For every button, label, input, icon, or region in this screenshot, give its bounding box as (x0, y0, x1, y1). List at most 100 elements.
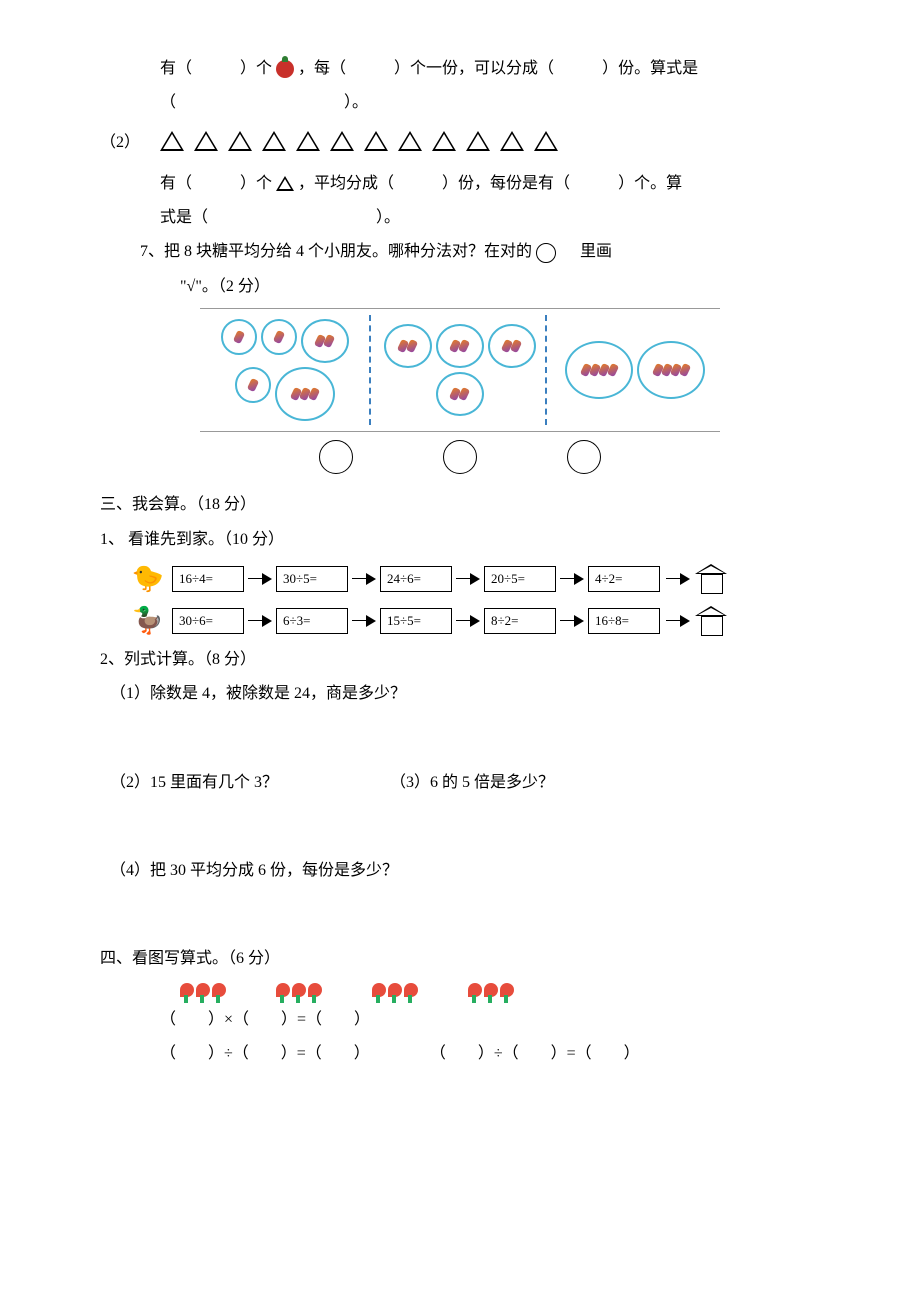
flower-group (276, 983, 322, 997)
q7-line1: 7、把 8 块糖平均分给 4 个小朋友。哪种分法对？在对的 里画 (100, 237, 820, 267)
section-4-title: 四、看图写算式。（6 分） (100, 944, 820, 974)
triangle-icon (534, 131, 558, 151)
s4-eq2: （ ）÷（ ）=（ ） （ ）÷（ ）=（ ） (100, 1039, 820, 1069)
calc-box[interactable]: 16÷4= (172, 566, 244, 592)
candy-bubble (488, 324, 536, 368)
candy-bubble (384, 324, 432, 368)
chain-1: 16÷4= 30÷5= 24÷6= 20÷5= 4÷2= (172, 566, 660, 592)
calc-box[interactable]: 30÷6= (172, 608, 244, 634)
flower-icon (468, 983, 482, 997)
text: ）。 (376, 209, 400, 226)
arrow (352, 573, 376, 585)
section-3-title: 三、我会算。（18 分） (100, 490, 820, 520)
chain-2: 30÷6= 6÷3= 15÷5= 8÷2= 16÷8= (172, 608, 660, 634)
arrow (666, 615, 690, 627)
calc-box[interactable]: 30÷5= (276, 566, 348, 592)
flower-icon (500, 983, 514, 997)
text: ）份，每份是有（ (442, 175, 570, 192)
text: （ (160, 94, 176, 111)
s3-p2-d: （4）把 30 平均分成 6 份，每份是多少？ (100, 856, 820, 886)
candy-bubble (275, 367, 335, 421)
q2-label: （2） (100, 128, 140, 158)
triangle-icon (398, 131, 422, 151)
arrow (456, 573, 480, 585)
choice-circle-3[interactable] (567, 440, 601, 474)
triangle-icon (364, 131, 388, 151)
candy-bubble (436, 324, 484, 368)
candy-group-3 (551, 315, 720, 425)
calc-box[interactable]: 24÷6= (380, 566, 452, 592)
s3-p2-title: 2、列式计算。（8 分） (100, 645, 820, 675)
s3-p1-title: 1、 看谁先到家。（10 分） (100, 525, 820, 555)
candy-options (200, 308, 720, 432)
triangle-icon (228, 131, 252, 151)
arrow (456, 615, 480, 627)
triangle-icon (432, 131, 456, 151)
flower-group (468, 983, 514, 997)
arrow (666, 573, 690, 585)
candy-group-2 (375, 315, 546, 425)
house-icon (696, 564, 726, 594)
triangle-icon (194, 131, 218, 151)
text: 式是（ (160, 209, 208, 226)
candy-bubble (565, 341, 633, 399)
triangle-icon (500, 131, 524, 151)
text: ）份。算式是 (602, 60, 698, 77)
q-top-line2: （ ）。 (100, 88, 820, 118)
calc-box[interactable]: 4÷2= (588, 566, 660, 592)
flower-icon (484, 983, 498, 997)
arrow (248, 615, 272, 627)
arrow (560, 573, 584, 585)
chain-row-1: 🐤 16÷4= 30÷5= 24÷6= 20÷5= 4÷2= (100, 561, 820, 597)
text: ，每（ (298, 60, 346, 77)
tomato-icon (276, 60, 294, 78)
q2-line2: 式是（ ）。 (100, 203, 820, 233)
candy-bubble (261, 319, 297, 355)
chick-icon: 🐤 (130, 561, 166, 597)
text: （2）15 里面有几个 3？ (110, 768, 390, 798)
flower-row (100, 983, 820, 997)
eq2a[interactable]: （ ）÷（ ）=（ ） (160, 1039, 370, 1069)
candy-bubble (221, 319, 257, 355)
choice-circles (100, 440, 820, 474)
choice-circle-1[interactable] (319, 440, 353, 474)
house-icon (696, 606, 726, 636)
s3-p2-bc: （2）15 里面有几个 3？ （3）6 的 5 倍是多少？ (100, 768, 820, 798)
s4-eq1[interactable]: （ ）×（ ）=（ ） (100, 1005, 820, 1035)
q2-line1: 有（ ）个 ，平均分成（ ）份，每份是有（ ）个。算 (100, 169, 820, 199)
flower-icon (212, 983, 226, 997)
triangle-row (150, 123, 568, 165)
calc-box[interactable]: 8÷2= (484, 608, 556, 634)
calc-box[interactable]: 15÷5= (380, 608, 452, 634)
flower-icon (308, 983, 322, 997)
flower-icon (292, 983, 306, 997)
candy-bubble (235, 367, 271, 403)
triangle-icon (330, 131, 354, 151)
choice-circle-2[interactable] (443, 440, 477, 474)
flower-icon (196, 983, 210, 997)
text: ）个 (240, 175, 272, 192)
flower-icon (180, 983, 194, 997)
chain-row-2: 🦆 30÷6=6÷3=15÷5=8÷2=16÷8= (100, 603, 820, 639)
arrow (560, 615, 584, 627)
text: （3）6 的 5 倍是多少？ (390, 768, 554, 798)
eq2b[interactable]: （ ）÷（ ）=（ ） (430, 1039, 640, 1069)
calc-box[interactable]: 16÷8= (588, 608, 660, 634)
triangle-icon (160, 131, 184, 151)
flower-icon (404, 983, 418, 997)
text: 里画 (580, 243, 612, 260)
calc-box[interactable]: 6÷3= (276, 608, 348, 634)
flower-icon (388, 983, 402, 997)
text: ，平均分成（ (298, 175, 394, 192)
q2-triangle-row: （2） (100, 123, 820, 165)
flower-group (180, 983, 226, 997)
s3-p2-a: （1）除数是 4，被除数是 24，商是多少？ (100, 679, 820, 709)
text: "√"。（2 分） (180, 278, 270, 295)
calc-box[interactable]: 20÷5= (484, 566, 556, 592)
q7-line2: "√"。（2 分） (100, 272, 820, 302)
triangle-icon (262, 131, 286, 151)
arrow (248, 573, 272, 585)
text: 7、把 8 块糖平均分给 4 个小朋友。哪种分法对？在对的 (140, 243, 532, 260)
candy-bubble (637, 341, 705, 399)
arrow (352, 615, 376, 627)
